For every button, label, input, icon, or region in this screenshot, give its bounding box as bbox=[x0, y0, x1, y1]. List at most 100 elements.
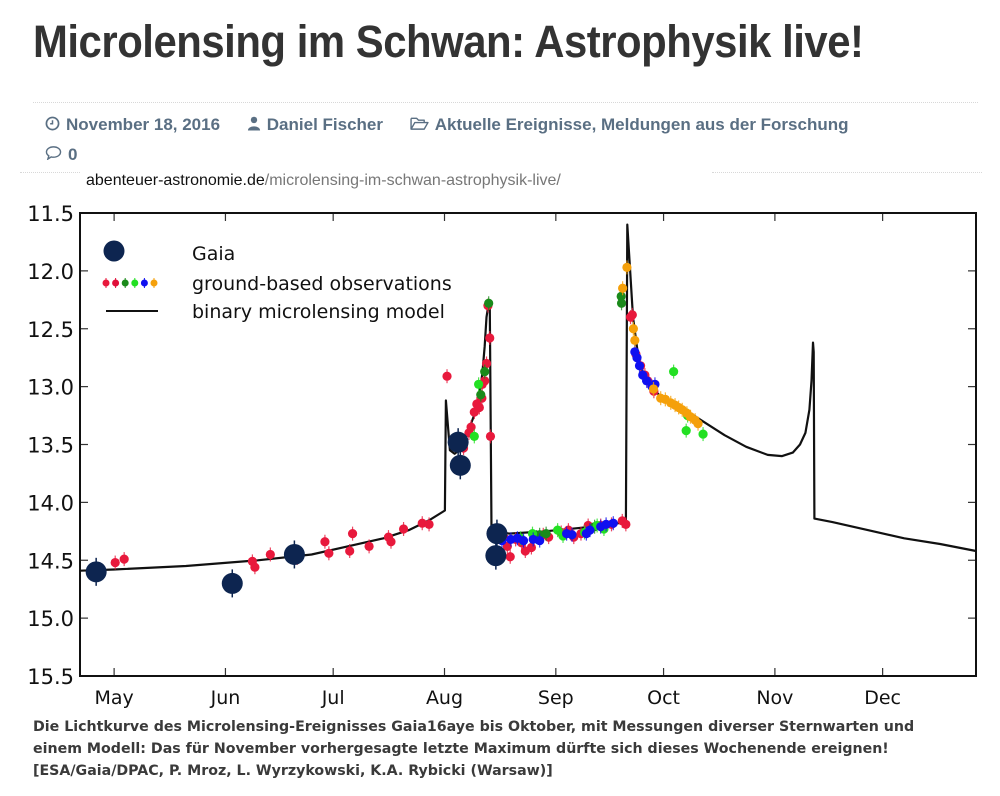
post-date[interactable]: November 18, 2016 bbox=[45, 115, 220, 135]
source-url[interactable]: abenteuer-astronomie.de/microlensing-im-… bbox=[86, 172, 561, 190]
y-tick-label: 14.5 bbox=[27, 549, 74, 573]
y-tick-label: 15.0 bbox=[27, 607, 74, 631]
gaia-point bbox=[449, 454, 471, 476]
comment-icon bbox=[45, 145, 62, 165]
y-tick-label: 14.0 bbox=[27, 491, 74, 515]
legend: Gaia ground-based observations binary micr… bbox=[102, 240, 452, 323]
ground-point bbox=[698, 429, 708, 439]
ground-point bbox=[417, 518, 427, 528]
light-curve-chart: May Jun Jul Aug Sep Oct Nov Dec 11.5 12.0 12.5 13.0… bbox=[27, 202, 977, 709]
x-tick-label: Jul bbox=[321, 687, 345, 709]
post-date-text: November 18, 2016 bbox=[66, 115, 221, 134]
comment-count: 0 bbox=[68, 145, 78, 164]
legend-label: ground-based observations bbox=[192, 273, 452, 295]
x-tick-label: Sep bbox=[538, 687, 574, 709]
ground-point bbox=[320, 537, 330, 547]
ground-point bbox=[386, 537, 396, 547]
ground-point bbox=[642, 376, 652, 386]
gaia-point bbox=[221, 572, 243, 594]
ground-point bbox=[481, 358, 492, 369]
post-author-text: Daniel Fischer bbox=[266, 115, 383, 134]
ground-point bbox=[618, 283, 628, 293]
page-title: Microlensing im Schwan: Astrophysik live… bbox=[33, 16, 864, 67]
y-tick-label: 12.0 bbox=[27, 260, 74, 284]
x-tick-label: Dec bbox=[864, 687, 901, 709]
ground-point bbox=[480, 366, 490, 377]
x-tick-label: Jun bbox=[210, 687, 241, 709]
post-categories[interactable]: Aktuelle Ereignisse, Meldungen aus der F… bbox=[410, 115, 849, 135]
ground-point bbox=[601, 519, 611, 529]
ground-point bbox=[553, 525, 563, 535]
gaia-point bbox=[485, 545, 507, 567]
ground-point bbox=[693, 419, 703, 429]
y-tick-label: 15.5 bbox=[27, 665, 74, 689]
divider bbox=[20, 172, 80, 173]
ground-point bbox=[364, 541, 374, 551]
legend-ground-marker bbox=[140, 279, 148, 287]
ground-point bbox=[265, 549, 275, 560]
legend-ground-marker bbox=[150, 279, 158, 287]
figure-caption: Die Lichtkurve des Microlensing-Ereignis… bbox=[33, 716, 993, 782]
ground-point bbox=[476, 390, 486, 400]
plot-frame bbox=[79, 212, 977, 677]
divider bbox=[712, 172, 982, 173]
ground-point bbox=[669, 366, 679, 377]
ground-point bbox=[119, 554, 129, 564]
ground-point bbox=[632, 353, 642, 363]
x-tick-label: Aug bbox=[426, 687, 463, 709]
y-tick-label: 13.5 bbox=[27, 434, 74, 458]
ground-point bbox=[485, 333, 495, 343]
gaia-point bbox=[85, 561, 107, 583]
ground-point bbox=[621, 519, 631, 529]
legend-ground-marker bbox=[131, 279, 139, 287]
ground-point bbox=[345, 546, 355, 556]
legend-ground-marker bbox=[121, 279, 129, 287]
ground-point bbox=[110, 557, 120, 568]
folder-open-icon bbox=[410, 116, 429, 135]
post-comments[interactable]: 0 bbox=[45, 145, 77, 165]
post-author[interactable]: Daniel Fischer bbox=[247, 115, 383, 135]
gaia-point bbox=[486, 523, 508, 545]
ground-point bbox=[469, 431, 479, 441]
y-tick-label: 11.5 bbox=[27, 202, 74, 226]
ground-point bbox=[502, 541, 512, 551]
legend-gaia-marker bbox=[103, 240, 125, 262]
ground-point bbox=[585, 525, 595, 535]
divider bbox=[33, 102, 978, 103]
ground-point bbox=[681, 426, 691, 436]
caption-line-3: [ESA/Gaia/DPAC, P. Mroz, L. Wyrzykowski,… bbox=[33, 763, 553, 779]
ground-point bbox=[250, 562, 260, 572]
x-tick-label: Oct bbox=[647, 687, 680, 709]
ground-point bbox=[324, 548, 334, 558]
ground-point bbox=[474, 402, 484, 413]
caption-line-2: einem Modell: Das für November vorherges… bbox=[33, 741, 889, 757]
url-domain: abenteuer-astronomie.de bbox=[86, 172, 265, 189]
ground-point bbox=[485, 431, 496, 441]
ground-point bbox=[648, 384, 659, 394]
legend-ground-marker bbox=[102, 279, 110, 287]
ground-point bbox=[627, 310, 637, 320]
ground-point bbox=[567, 530, 577, 540]
ground-point bbox=[541, 529, 551, 539]
y-tick-label: 13.0 bbox=[27, 376, 74, 400]
clock-icon bbox=[45, 116, 60, 135]
x-tick-label: May bbox=[94, 687, 133, 709]
user-icon bbox=[247, 116, 261, 135]
ground-point bbox=[630, 335, 640, 345]
ground-point bbox=[474, 379, 484, 389]
ground-point bbox=[608, 518, 618, 528]
ground-point bbox=[518, 535, 529, 546]
caption-line-1: Die Lichtkurve des Microlensing-Ereignis… bbox=[33, 719, 915, 735]
ground-point bbox=[628, 324, 639, 334]
legend-ground-marker bbox=[112, 279, 120, 287]
ground-point bbox=[535, 535, 545, 546]
legend-label: Gaia bbox=[192, 243, 235, 265]
legend-label: binary microlensing model bbox=[192, 301, 445, 323]
ground-point bbox=[505, 552, 515, 562]
ground-point bbox=[526, 542, 537, 553]
ground-point bbox=[634, 361, 645, 371]
ground-point bbox=[347, 529, 358, 539]
ground-point bbox=[484, 298, 494, 308]
ground-point bbox=[622, 262, 632, 273]
x-tick-label: Nov bbox=[756, 687, 793, 709]
